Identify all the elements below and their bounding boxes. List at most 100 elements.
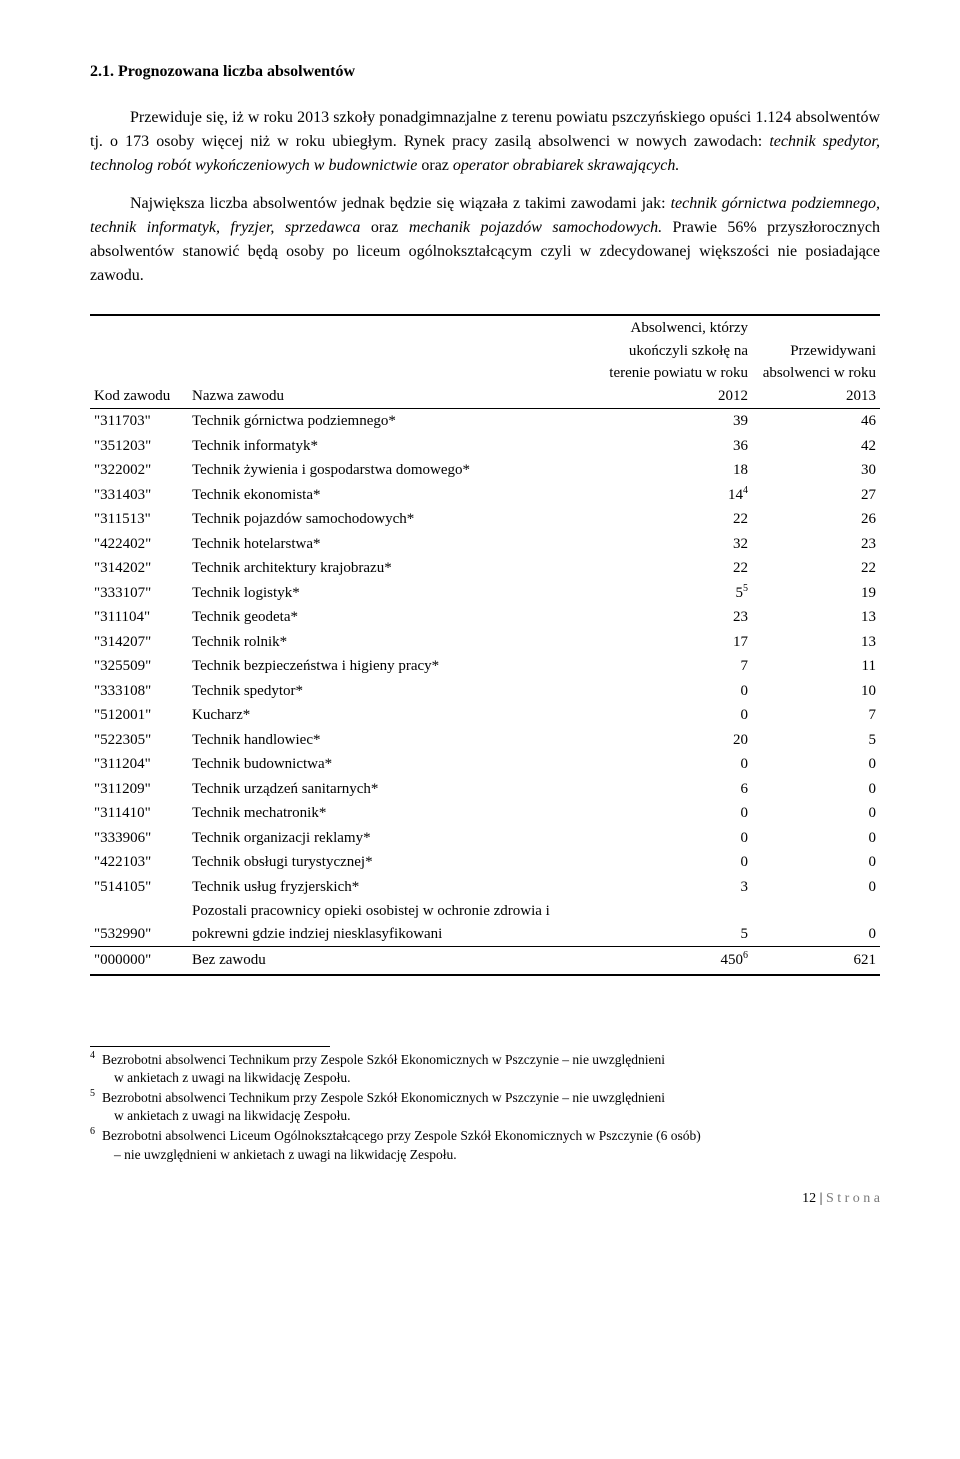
cell-v2: 5 xyxy=(752,728,880,753)
cell-code: "311703" xyxy=(90,409,188,434)
cell-code: "325509" xyxy=(90,654,188,679)
cell-code: "314202" xyxy=(90,556,188,581)
cell-v2: 13 xyxy=(752,605,880,630)
footnote: 5 Bezrobotni absolwenci Technikum przy Z… xyxy=(90,1089,880,1125)
footnote-text: Bezrobotni absolwenci Technikum przy Zes… xyxy=(102,1051,880,1087)
cell-name: Technik informatyk* xyxy=(188,434,604,459)
table-row: "311104"Technik geodeta*2313 xyxy=(90,605,880,630)
table-row: "333906"Technik organizacji reklamy*00 xyxy=(90,826,880,851)
cell-name: Technik obsługi turystycznej* xyxy=(188,850,604,875)
cell-v2: 0 xyxy=(752,899,880,947)
p2-italic-2: mechanik pojazdów samochodowych. xyxy=(409,219,673,236)
cell-name: Technik urządzeń sanitarnych* xyxy=(188,777,604,802)
p1-text-a: Przewiduje się, iż w roku 2013 szkoły po… xyxy=(90,109,880,150)
cell-v2: 621 xyxy=(752,947,880,975)
p1-text-b: oraz xyxy=(421,157,453,174)
cell-code: "512001" xyxy=(90,703,188,728)
cell-name: Technik bezpieczeństwa i higieny pracy* xyxy=(188,654,604,679)
cell-code: "311104" xyxy=(90,605,188,630)
cell-v1: 20 xyxy=(604,728,752,753)
table-row-sum: "000000"Bez zawodu4506621 xyxy=(90,947,880,975)
cell-name: Pozostali pracownicy opieki osobistej w … xyxy=(188,899,604,947)
footnote-text: Bezrobotni absolwenci Technikum przy Zes… xyxy=(102,1089,880,1125)
th-name: Nazwa zawodu xyxy=(188,315,604,409)
cell-name: Technik rolnik* xyxy=(188,630,604,655)
table-row: "532990"Pozostali pracownicy opieki osob… xyxy=(90,899,880,947)
table-row: "322002"Technik żywienia i gospodarstwa … xyxy=(90,458,880,483)
cell-name: Technik ekonomista* xyxy=(188,483,604,508)
cell-code: "532990" xyxy=(90,899,188,947)
cell-code: "522305" xyxy=(90,728,188,753)
cell-code: "311204" xyxy=(90,752,188,777)
cell-code: "514105" xyxy=(90,875,188,900)
cell-code: "311410" xyxy=(90,801,188,826)
table-row: "512001"Kucharz*07 xyxy=(90,703,880,728)
cell-name: Technik pojazdów samochodowych* xyxy=(188,507,604,532)
th-col1: Absolwenci, którzy ukończyli szkołę na t… xyxy=(604,315,752,409)
cell-name: Technik handlowiec* xyxy=(188,728,604,753)
cell-v2: 13 xyxy=(752,630,880,655)
cell-v1: 4506 xyxy=(604,947,752,975)
table-row: "333107"Technik logistyk*5519 xyxy=(90,581,880,606)
th-code: Kod zawodu xyxy=(90,315,188,409)
cell-v2: 30 xyxy=(752,458,880,483)
table-row: "514105"Technik usług fryzjerskich*30 xyxy=(90,875,880,900)
cell-name: Technik budownictwa* xyxy=(188,752,604,777)
cell-v1: 39 xyxy=(604,409,752,434)
cell-v1: 144 xyxy=(604,483,752,508)
cell-v1: 32 xyxy=(604,532,752,557)
cell-v2: 0 xyxy=(752,850,880,875)
page-number: 12 | xyxy=(802,1191,826,1206)
page-label: S t r o n a xyxy=(826,1191,880,1206)
cell-v1: 7 xyxy=(604,654,752,679)
cell-name: Kucharz* xyxy=(188,703,604,728)
cell-code: "311513" xyxy=(90,507,188,532)
cell-code: "422103" xyxy=(90,850,188,875)
paragraph-2: Największa liczba absolwentów jednak będ… xyxy=(90,192,880,288)
cell-code: "000000" xyxy=(90,947,188,975)
cell-v1: 23 xyxy=(604,605,752,630)
cell-code: "333906" xyxy=(90,826,188,851)
section-heading: 2.1. Prognozowana liczba absolwentów xyxy=(90,60,880,84)
cell-v1: 0 xyxy=(604,679,752,704)
cell-name: Technik usług fryzjerskich* xyxy=(188,875,604,900)
cell-name: Technik geodeta* xyxy=(188,605,604,630)
cell-name: Technik logistyk* xyxy=(188,581,604,606)
cell-v2: 22 xyxy=(752,556,880,581)
cell-v1: 3 xyxy=(604,875,752,900)
footnote-number: 6 xyxy=(90,1127,100,1163)
footnote-number: 5 xyxy=(90,1089,100,1125)
cell-v2: 0 xyxy=(752,826,880,851)
table-row: "311703"Technik górnictwa podziemnego*39… xyxy=(90,409,880,434)
cell-v2: 46 xyxy=(752,409,880,434)
footnotes: 4 Bezrobotni absolwenci Technikum przy Z… xyxy=(90,1051,880,1164)
cell-name: Technik architektury krajobrazu* xyxy=(188,556,604,581)
cell-name: Bez zawodu xyxy=(188,947,604,975)
page-footer: 12 | S t r o n a xyxy=(90,1188,880,1209)
cell-code: "422402" xyxy=(90,532,188,557)
cell-v2: 19 xyxy=(752,581,880,606)
paragraph-1: Przewiduje się, iż w roku 2013 szkoły po… xyxy=(90,106,880,178)
cell-v2: 7 xyxy=(752,703,880,728)
cell-v1: 0 xyxy=(604,850,752,875)
cell-name: Technik mechatronik* xyxy=(188,801,604,826)
cell-code: "314207" xyxy=(90,630,188,655)
cell-name: Technik hotelarstwa* xyxy=(188,532,604,557)
cell-v1: 0 xyxy=(604,703,752,728)
footnote-text: Bezrobotni absolwenci Liceum Ogólnokszta… xyxy=(102,1127,880,1163)
cell-v1: 18 xyxy=(604,458,752,483)
cell-v1: 36 xyxy=(604,434,752,459)
table-body: "311703"Technik górnictwa podziemnego*39… xyxy=(90,409,880,975)
cell-code: "331403" xyxy=(90,483,188,508)
table-row: "333108"Technik spedytor*010 xyxy=(90,679,880,704)
table-row: "311513"Technik pojazdów samochodowych* 2… xyxy=(90,507,880,532)
cell-name: Technik organizacji reklamy* xyxy=(188,826,604,851)
cell-v1: 22 xyxy=(604,556,752,581)
table-row: "351203"Technik informatyk*3642 xyxy=(90,434,880,459)
data-table: Kod zawodu Nazwa zawodu Absolwenci, któr… xyxy=(90,314,880,976)
cell-v1: 6 xyxy=(604,777,752,802)
cell-v2: 27 xyxy=(752,483,880,508)
cell-v2: 0 xyxy=(752,875,880,900)
p2-text-b: oraz xyxy=(371,219,409,236)
cell-v2: 26 xyxy=(752,507,880,532)
